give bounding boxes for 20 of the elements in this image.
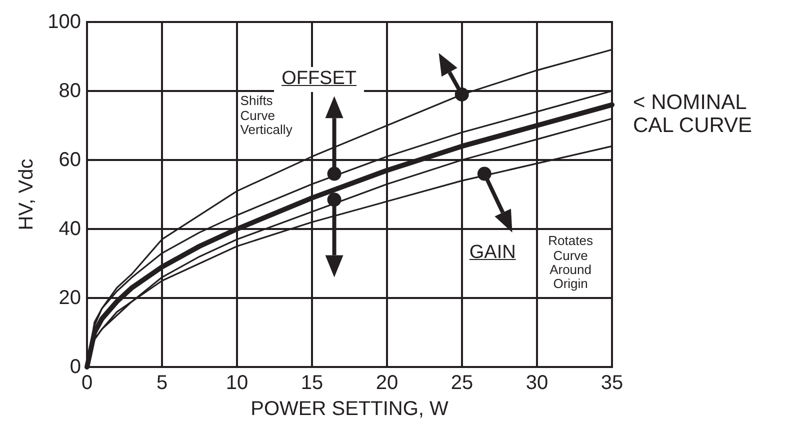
y-tick-label: 80 [58, 80, 81, 102]
annotation: Rotates Curve Around Origin [540, 232, 602, 294]
x-tick-label: 20 [376, 372, 398, 394]
x-tick-label: 30 [526, 372, 548, 394]
x-tick-label: 35 [600, 372, 624, 394]
x-tick-label: 10 [226, 372, 248, 394]
annotation: OFFSET [274, 66, 364, 92]
x-tick-label: 25 [450, 372, 474, 394]
text: < NOMINAL CAL CURVE [633, 91, 754, 138]
x-tick-label: 15 [300, 372, 324, 394]
annotation: GAIN [468, 241, 518, 266]
x-tick-label: 5 [156, 372, 168, 394]
y-tick-label: 100 [48, 11, 81, 33]
y-tick-label: 20 [58, 287, 81, 309]
y-axis-title: HV, Vdc [16, 158, 38, 230]
x-axis-title: POWER SETTING, W [250, 398, 449, 420]
annotation: Shifts Curve Vertically [240, 93, 294, 138]
y-tick-label: 40 [58, 218, 81, 240]
y-tick-label: 60 [58, 149, 81, 171]
y-tick-label: 0 [70, 356, 81, 378]
